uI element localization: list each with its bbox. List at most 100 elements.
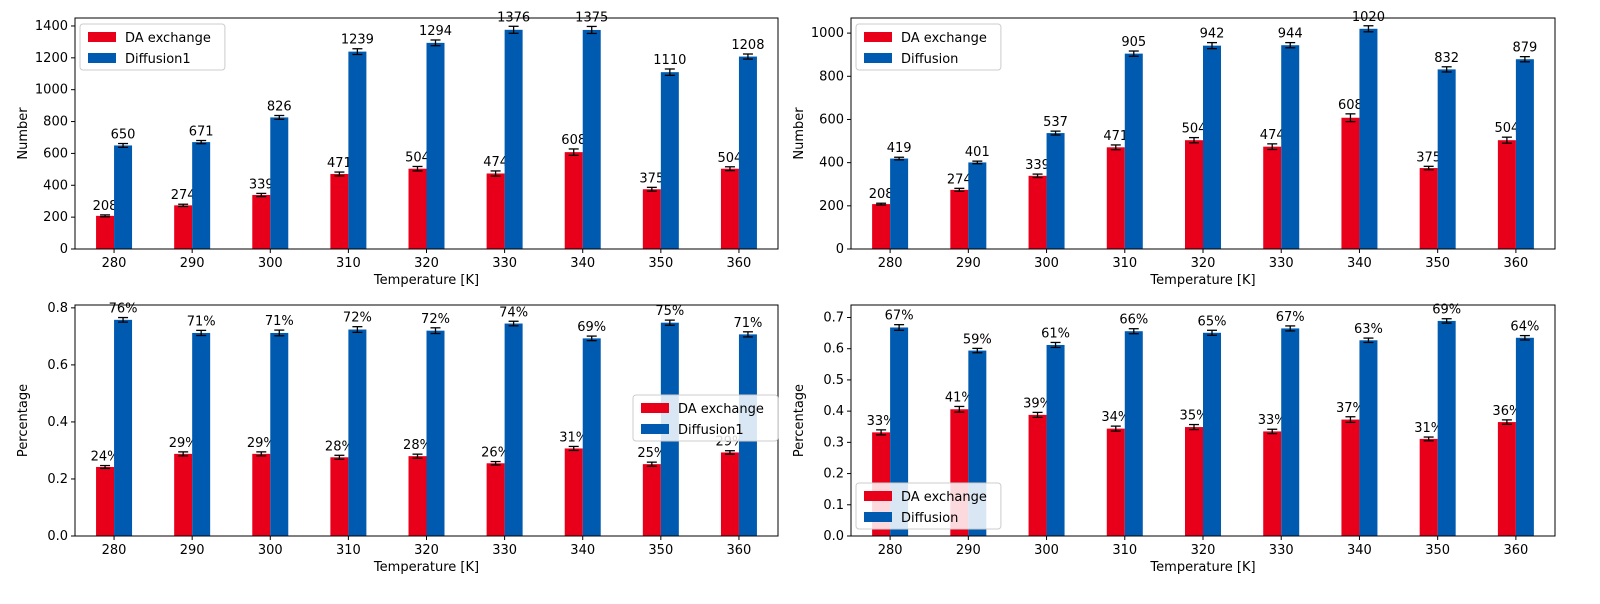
bar-diffusion [504, 323, 523, 536]
legend-swatch [641, 403, 669, 413]
data-label: 66% [1119, 313, 1148, 328]
x-tick-label: 340 [1347, 256, 1372, 271]
bar-da-exchange [1106, 147, 1125, 249]
data-label: 339 [1025, 158, 1050, 173]
legend: DA exchange Diffusion1 [632, 394, 779, 442]
bar-da-exchange [330, 457, 349, 536]
y-tick-label: 0.8 [47, 301, 68, 316]
plot-frame [850, 17, 1556, 250]
legend: DA exchange Diffusion [855, 23, 1002, 71]
data-label: 504 [718, 151, 743, 166]
legend-label: DA exchange [125, 31, 211, 46]
data-label: 504 [1494, 121, 1519, 136]
legend-label: Diffusion [901, 511, 958, 526]
x-tick-label: 350 [1425, 543, 1450, 558]
y-axis-label: Percentage [16, 384, 31, 457]
x-tick-label: 320 [414, 543, 439, 558]
bar-da-exchange [950, 189, 969, 249]
data-label: 35% [1180, 409, 1209, 424]
bar-diffusion [1046, 133, 1065, 249]
data-label: 34% [1101, 410, 1130, 425]
data-label: 24% [91, 450, 120, 465]
data-label: 64% [1510, 320, 1539, 335]
chart-panel-bottom-right: 0.0 0.1 0.2 0.3 0.4 0.5 0.6 0.7 280 290 300 310 320 3… [792, 303, 1556, 575]
data-label: 1110 [653, 53, 686, 68]
x-tick-label: 330 [1269, 256, 1294, 271]
data-label: 471 [1103, 129, 1128, 144]
y-tick-label: 0.7 [823, 310, 844, 325]
bar-diffusion [968, 162, 987, 249]
x-tick-label: 350 [648, 256, 673, 271]
legend-swatch [641, 424, 669, 434]
data-label: 375 [1416, 150, 1441, 165]
x-tick-label: 310 [336, 543, 361, 558]
legend-box [855, 482, 1002, 530]
bar-da-exchange [642, 189, 661, 249]
x-tick-label: 360 [1503, 543, 1528, 558]
data-label: 401 [965, 145, 990, 160]
legend: DA exchange Diffusion1 [79, 23, 226, 71]
bar-diffusion [1359, 28, 1378, 250]
bar-da-exchange [96, 466, 115, 536]
plot-frame [850, 304, 1556, 537]
bar-da-exchange [174, 453, 193, 536]
data-label: 28% [325, 439, 354, 454]
x-tick-label: 320 [414, 256, 439, 271]
data-label: 31% [1414, 421, 1443, 436]
x-tick-label: 290 [180, 543, 205, 558]
legend-label: Diffusion1 [678, 423, 744, 438]
y-tick-label: 1400 [35, 19, 68, 34]
data-label: 63% [1354, 322, 1383, 337]
bar-da-exchange [96, 215, 115, 249]
x-tick-label: 310 [1112, 543, 1137, 558]
data-label: 26% [481, 446, 510, 461]
data-label: 74% [499, 305, 528, 320]
data-label: 879 [1512, 41, 1537, 56]
data-label: 504 [405, 150, 430, 165]
x-axis-label: Temperature [K] [373, 560, 479, 575]
data-label: 905 [1121, 35, 1146, 50]
data-label: 76% [109, 302, 138, 317]
bar-da-exchange [1028, 175, 1047, 249]
legend-swatch [864, 491, 892, 501]
bar-diffusion [1515, 59, 1534, 249]
bar-diffusion [426, 330, 445, 536]
y-tick-label: 800 [43, 115, 68, 130]
x-tick-label: 320 [1191, 256, 1216, 271]
bar-da-exchange [486, 463, 505, 536]
x-axis-label: Temperature [K] [373, 273, 479, 288]
y-tick-label: 0.3 [823, 435, 844, 450]
bar-diffusion [192, 332, 211, 536]
data-label: 537 [1043, 115, 1068, 130]
bar-da-exchange [174, 205, 193, 249]
y-tick-label: 600 [43, 146, 68, 161]
data-label: 608 [1338, 98, 1363, 113]
legend-label: DA exchange [901, 490, 987, 505]
legend-label: DA exchange [678, 402, 764, 417]
bar-da-exchange [642, 464, 661, 536]
data-label: 1294 [419, 24, 452, 39]
bar-da-exchange [408, 456, 427, 536]
data-label: 942 [1200, 27, 1225, 42]
bar-da-exchange [252, 194, 271, 249]
bar-da-exchange [720, 452, 739, 536]
y-tick-label: 1000 [811, 26, 844, 41]
data-label: 75% [655, 304, 684, 319]
data-label: 69% [577, 320, 606, 335]
legend-box [79, 23, 226, 71]
x-tick-label: 290 [956, 256, 981, 271]
x-tick-label: 300 [258, 543, 283, 558]
x-tick-label: 290 [180, 256, 205, 271]
bar-diffusion [660, 72, 679, 249]
legend: DA exchange Diffusion [855, 482, 1002, 530]
bar-da-exchange [408, 168, 427, 249]
legend-swatch [864, 512, 892, 522]
y-tick-label: 400 [819, 156, 844, 171]
data-label: 67% [885, 309, 914, 324]
data-label: 71% [187, 314, 216, 329]
y-tick-label: 0.0 [47, 529, 68, 544]
data-label: 208 [869, 187, 894, 202]
y-tick-label: 0 [60, 242, 68, 257]
